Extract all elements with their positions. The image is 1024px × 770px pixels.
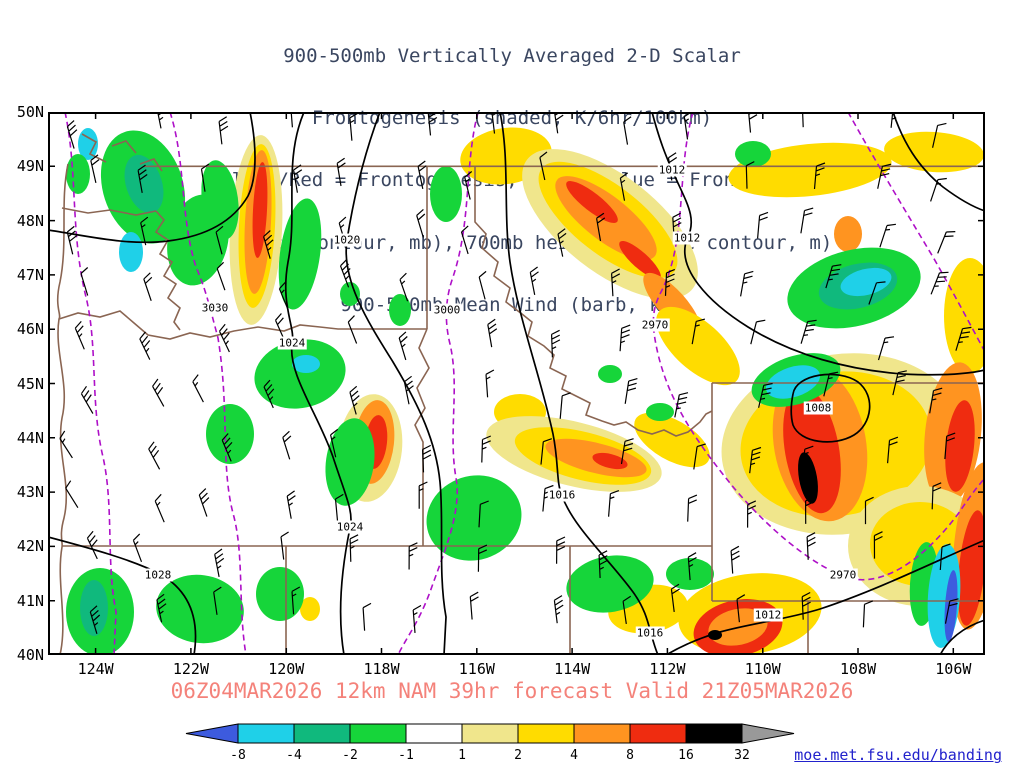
height-contours: [64, 112, 985, 655]
lat-label: 44N: [16, 428, 44, 447]
colorbar-tick-label: 8: [626, 748, 634, 763]
colorbar-tick-label: 4: [570, 748, 578, 763]
colorbar-segment: [405, 723, 463, 744]
map-border: [48, 112, 985, 655]
lon-label: 116W: [458, 660, 495, 678]
weather-map: [48, 112, 985, 655]
axis-ticks: [48, 112, 985, 655]
colorbar-segment: [517, 723, 575, 744]
lon-label: 118W: [363, 660, 400, 678]
lon-label: 114W: [554, 660, 591, 678]
title-line-5: 900-500mb Mean Wind (barb, kt): [340, 294, 684, 317]
colorbar-tick-label: -4: [286, 748, 302, 763]
colorbar-segment: [349, 723, 407, 744]
state-borders: [56, 133, 985, 655]
colorbar: -8 -4 -2 -1 1 2 4 8 16 32: [185, 723, 795, 763]
forecast-caption: 06Z04MAR2026 12km NAM 39hr forecast Vali…: [170, 679, 854, 703]
lat-label: 41N: [16, 591, 44, 610]
colorbar-segment: [685, 723, 743, 744]
lon-label: 124W: [77, 660, 114, 678]
colorbar-arrow-right: [741, 723, 795, 744]
colorbar-segment: [573, 723, 631, 744]
colorbar-tick-label: 2: [514, 748, 522, 763]
lon-label: 106W: [935, 660, 972, 678]
lon-label: 120W: [268, 660, 305, 678]
lon-label: 110W: [744, 660, 781, 678]
colorbar-tick-label: -2: [342, 748, 358, 763]
lat-label: 40N: [16, 646, 44, 664]
colorbar-segment: [461, 723, 519, 744]
colorbar-segment: [237, 723, 295, 744]
colorbar-segment: [629, 723, 687, 744]
lon-label: 112W: [649, 660, 686, 678]
lat-label: 45N: [16, 374, 44, 393]
title-line-1: 900-500mb Vertically Averaged 2-D Scalar: [283, 44, 741, 67]
lat-label: 42N: [16, 537, 44, 556]
colorbar-tick-label: 1: [458, 748, 466, 763]
colorbar-tick-label: -1: [398, 748, 414, 763]
lon-label: 122W: [172, 660, 209, 678]
colorbar-tick-label: 32: [734, 748, 750, 763]
colorbar-tick-label: 16: [678, 748, 694, 763]
colorbar-arrow-left: [185, 723, 239, 744]
lon-label: 108W: [839, 660, 877, 678]
colorbar-tick-label: -8: [230, 748, 246, 763]
credit-link[interactable]: moe.met.fsu.edu/banding: [794, 746, 1002, 764]
mslp-contours: [48, 112, 985, 655]
map-frame: 1012 1012 1020 3030 3000 2970 1024 1008 1016 1024…: [48, 112, 985, 655]
colorbar-segment: [293, 723, 351, 744]
lat-label: 43N: [16, 483, 44, 502]
frontogenesis-shading: [66, 127, 985, 655]
